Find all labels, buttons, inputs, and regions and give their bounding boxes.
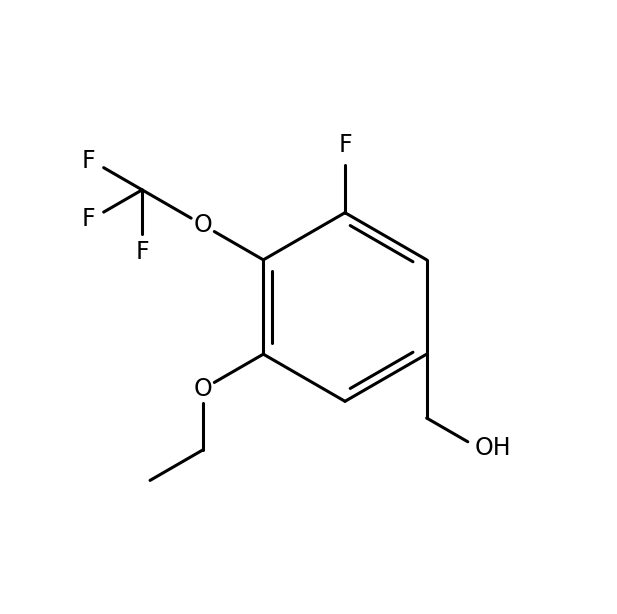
Text: O: O (193, 377, 212, 401)
Text: F: F (135, 239, 149, 263)
Text: F: F (81, 207, 95, 231)
Text: OH: OH (474, 437, 511, 460)
Text: F: F (338, 133, 352, 157)
Text: F: F (81, 149, 95, 173)
Text: O: O (193, 213, 212, 237)
